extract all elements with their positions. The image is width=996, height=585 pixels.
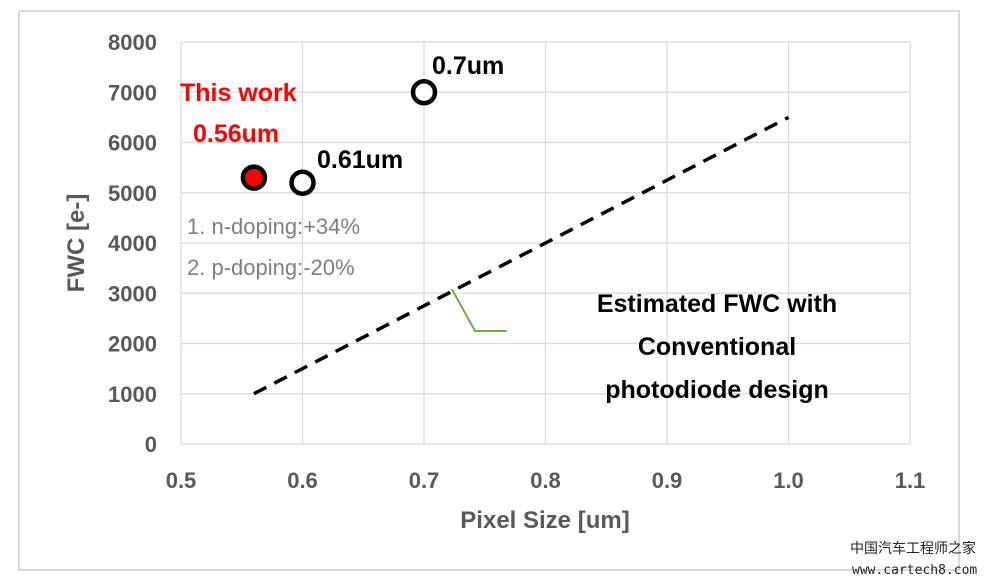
- y-axis-title: FWC [e-]: [63, 194, 90, 293]
- point-label-061um: 0.61um: [317, 146, 403, 174]
- x-tick-label: 0.6: [287, 468, 318, 493]
- y-tick-label: 3000: [108, 281, 157, 306]
- estimate-caption-line1: Estimated FWC with: [597, 290, 837, 318]
- x-tick-labels: 0.5 0.6 0.7 0.8 0.9 1.0 1.1: [166, 468, 926, 493]
- y-tick-label: 7000: [108, 80, 157, 105]
- this-work-size-label: 0.56um: [193, 120, 279, 148]
- note-p-doping: 2. p-doping:-20%: [187, 255, 355, 280]
- y-tick-label: 4000: [108, 231, 157, 256]
- trend-lines: [253, 115, 790, 396]
- y-tick-label: 1000: [108, 382, 157, 407]
- conventional-point-1: [410, 79, 438, 106]
- conventional-point-0: [289, 169, 316, 196]
- x-axis-title: Pixel Size [um]: [460, 507, 629, 534]
- point-label-07um: 0.7um: [432, 52, 504, 80]
- x-tick-label: 1.1: [895, 468, 926, 493]
- watermark-url: www.cartech8.com: [852, 563, 977, 578]
- this-work-point: [240, 164, 268, 191]
- note-n-doping: 1. n-doping:+34%: [187, 214, 360, 239]
- x-tick-label: 0.5: [166, 468, 197, 493]
- chart-frame: [18, 10, 960, 571]
- watermark-site-name: 中国汽车工程师之家: [850, 540, 976, 557]
- data-points: [240, 79, 438, 196]
- x-tick-label: 0.7: [409, 468, 440, 493]
- x-tick-label: 0.8: [530, 468, 561, 493]
- this-work-label: This work: [180, 79, 297, 107]
- y-tick-label: 6000: [108, 131, 157, 156]
- x-tick-label: 0.9: [652, 468, 683, 493]
- y-tick-label: 8000: [108, 30, 157, 55]
- x-tick-label: 1.0: [773, 468, 804, 493]
- y-tick-label: 0: [145, 432, 157, 457]
- estimated-fwc-dashed-line: [253, 115, 790, 396]
- y-tick-labels: 0 1000 2000 3000 4000 5000 6000 7000 8000: [108, 30, 157, 457]
- y-tick-label: 5000: [108, 181, 157, 206]
- callout-leader-line: [451, 288, 507, 332]
- estimate-caption-line2: Conventional: [638, 333, 796, 361]
- estimate-caption-line3: photodiode design: [605, 376, 829, 404]
- y-tick-label: 2000: [108, 332, 157, 357]
